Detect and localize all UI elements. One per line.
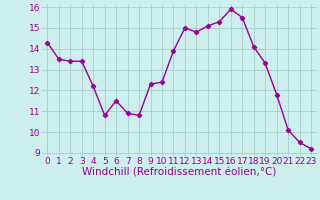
X-axis label: Windchill (Refroidissement éolien,°C): Windchill (Refroidissement éolien,°C) xyxy=(82,168,276,178)
